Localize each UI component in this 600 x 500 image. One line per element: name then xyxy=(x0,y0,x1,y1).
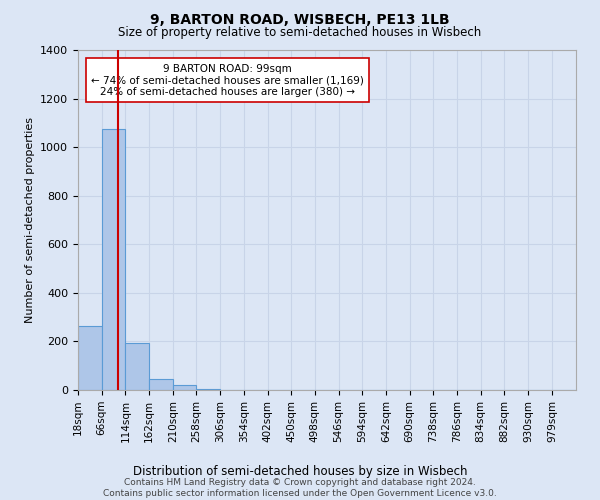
Bar xyxy=(125,342,149,390)
Text: Size of property relative to semi-detached houses in Wisbech: Size of property relative to semi-detach… xyxy=(118,26,482,39)
Bar xyxy=(78,326,101,390)
Bar xyxy=(196,389,220,390)
Y-axis label: Number of semi-detached properties: Number of semi-detached properties xyxy=(25,117,35,323)
Bar xyxy=(101,129,125,390)
Bar xyxy=(149,379,173,390)
Text: Contains HM Land Registry data © Crown copyright and database right 2024.
Contai: Contains HM Land Registry data © Crown c… xyxy=(103,478,497,498)
Text: Distribution of semi-detached houses by size in Wisbech: Distribution of semi-detached houses by … xyxy=(133,464,467,477)
Bar xyxy=(173,385,196,390)
Text: 9 BARTON ROAD: 99sqm
← 74% of semi-detached houses are smaller (1,169)
24% of se: 9 BARTON ROAD: 99sqm ← 74% of semi-detac… xyxy=(91,64,364,97)
Text: 9, BARTON ROAD, WISBECH, PE13 1LB: 9, BARTON ROAD, WISBECH, PE13 1LB xyxy=(150,12,450,26)
